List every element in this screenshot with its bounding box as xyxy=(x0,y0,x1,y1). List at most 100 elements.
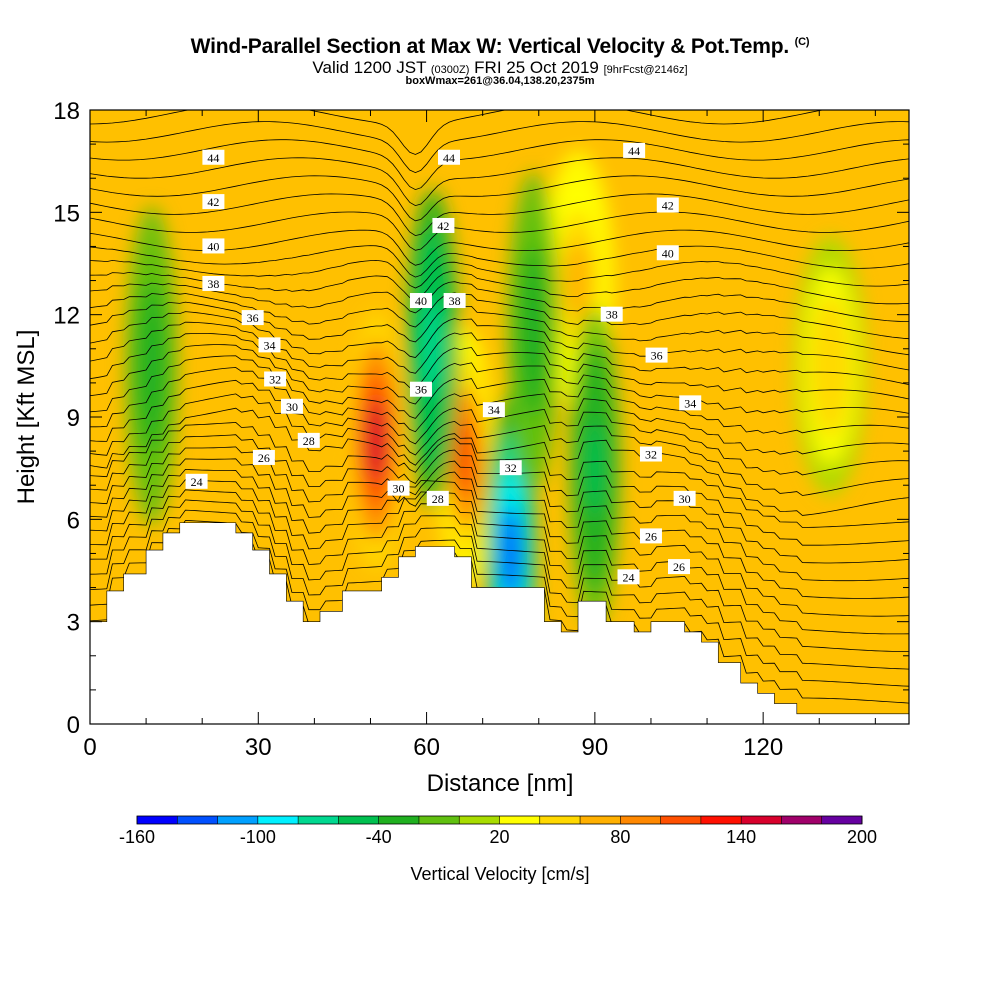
contour-label: 34 xyxy=(258,337,281,353)
contour-label-text: 34 xyxy=(684,396,696,410)
contour-label: 26 xyxy=(639,528,662,544)
contour-label-box xyxy=(252,449,275,465)
x-tick-label: 120 xyxy=(743,734,783,761)
contour-label-box xyxy=(264,371,287,387)
theta-contour-line xyxy=(90,421,909,528)
contour-label: 26 xyxy=(252,449,275,465)
theta-contour-line xyxy=(90,393,909,496)
contour-label-box xyxy=(656,245,679,261)
theta-contour-line xyxy=(90,499,909,652)
theta-contour-line xyxy=(90,245,909,278)
theta-contour-line xyxy=(90,301,909,356)
y-tick-label: 12 xyxy=(53,303,80,330)
colorbar-swatch xyxy=(660,816,702,824)
colorbar-swatch xyxy=(700,816,742,824)
contour-label-box xyxy=(185,473,208,489)
y-tick-label: 6 xyxy=(67,507,80,534)
contour-label: 30 xyxy=(387,480,410,496)
theta-contour-line xyxy=(90,211,909,251)
contour-label-text: 32 xyxy=(505,461,517,475)
contour-label: 28 xyxy=(297,432,320,448)
colorbar-tick-label: 20 xyxy=(489,827,509,847)
axis-ticks xyxy=(89,109,909,725)
colorbar-swatch xyxy=(418,816,460,824)
contour-label-text: 36 xyxy=(651,349,663,363)
contour-label-text: 30 xyxy=(393,482,405,496)
y-tick-label: 15 xyxy=(53,200,80,227)
contour-label: 30 xyxy=(673,490,696,506)
terrain xyxy=(90,522,909,724)
contour-label: 30 xyxy=(280,398,303,414)
contour-label: 28 xyxy=(426,490,449,506)
contour-label-box xyxy=(617,569,640,585)
valid-utc: (0300Z) xyxy=(430,64,470,76)
velocity-cell xyxy=(816,325,844,406)
contour-label-box xyxy=(438,149,461,165)
theta-contour-line xyxy=(90,468,909,599)
contour-label-text: 38 xyxy=(606,308,618,322)
x-axis-label: Distance [nm] xyxy=(427,770,574,797)
forecast-info: [9hrFcst@2146z] xyxy=(603,64,688,76)
contour-label-text: 40 xyxy=(415,294,427,308)
contour-label-text: 32 xyxy=(645,448,657,462)
contour-label: 38 xyxy=(443,293,466,309)
theta-contour-line xyxy=(90,259,909,289)
theta-contour-line xyxy=(90,292,909,340)
theta-contour-line xyxy=(90,379,909,476)
theta-contour-line xyxy=(90,229,909,266)
colorbar-tick-label: 80 xyxy=(610,827,630,847)
contour-label-box xyxy=(409,293,432,309)
contour-label: 38 xyxy=(202,275,225,291)
colorbar-swatch xyxy=(741,816,782,824)
contour-label-box xyxy=(482,402,505,418)
theta-contour-line xyxy=(90,281,909,322)
contour-label-text: 24 xyxy=(623,570,635,584)
colorbar-tick-label: -160 xyxy=(119,827,155,847)
x-tick-labels: 0 30 60 90 120 xyxy=(83,734,783,761)
contour-label: 38 xyxy=(600,306,623,322)
contour-label-text: 42 xyxy=(437,219,449,233)
theta-contour-line xyxy=(90,355,909,435)
contour-label-text: 26 xyxy=(258,451,270,465)
contour-label-box xyxy=(499,460,522,476)
contour-label: 32 xyxy=(264,371,287,387)
contour-label: 36 xyxy=(409,381,432,397)
x-tick-label: 0 xyxy=(83,734,96,761)
contour-label: 40 xyxy=(202,238,225,254)
colorbar-swatch xyxy=(177,816,219,824)
valid-time: Valid 1200 JST (0300Z) FRI 25 Oct 2019 [… xyxy=(0,59,1000,76)
theta-contour-line xyxy=(90,446,909,564)
contour-label-text: 26 xyxy=(645,529,657,543)
colorbar-swatch xyxy=(620,816,662,824)
contour-label-box xyxy=(443,293,466,309)
contour-label-box xyxy=(409,381,432,397)
contour-label: 44 xyxy=(202,149,225,165)
contour-label-box xyxy=(623,142,646,158)
x-tick-label: 60 xyxy=(413,734,440,761)
colorbar-swatch xyxy=(298,816,339,824)
contour-label-text: 42 xyxy=(207,195,219,209)
velocity-cell xyxy=(583,420,606,516)
contour-label: 26 xyxy=(668,559,691,575)
contour-label-text: 28 xyxy=(432,492,444,506)
colorbar-swatch xyxy=(217,816,259,824)
colorbar-tick-label: -40 xyxy=(366,827,392,847)
box-info: boxWmax=261@36.04,138.20,2375m xyxy=(405,75,595,87)
contour-label-text: 34 xyxy=(488,403,500,417)
contour-label-box xyxy=(639,528,662,544)
contour-label: 36 xyxy=(645,347,668,363)
theta-contour-line xyxy=(90,344,909,414)
contour-label-box xyxy=(387,480,410,496)
contour-label-text: 36 xyxy=(415,383,427,397)
contour-label: 24 xyxy=(617,569,640,585)
contour-label-box xyxy=(297,432,320,448)
contour-label-box xyxy=(668,559,691,575)
y-axis-label: Height [Kft MSL] xyxy=(13,330,40,505)
contour-label-text: 34 xyxy=(264,338,276,352)
theta-contour-line xyxy=(90,311,909,371)
contour-label: 42 xyxy=(656,197,679,213)
colorbar-swatch xyxy=(137,816,178,824)
contour-label-text: 40 xyxy=(662,246,674,260)
contour-label-text: 38 xyxy=(207,277,219,291)
